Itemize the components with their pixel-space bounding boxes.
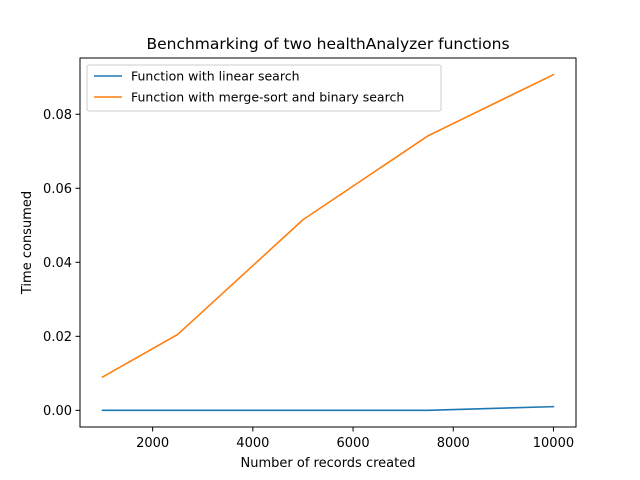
series-line-2 <box>101 73 555 379</box>
y-tick-label: 0.06 <box>43 182 72 197</box>
y-tick-label: 0.02 <box>43 330 72 345</box>
x-tick-label: 8000 <box>437 436 470 451</box>
y-axis: 0.00 0.02 0.04 0.06 0.08 <box>43 108 80 419</box>
x-axis: 2000 4000 6000 8000 10000 <box>136 427 574 451</box>
axes-frame <box>79 57 577 428</box>
chart-title: Benchmarking of two healthAnalyzer funct… <box>146 35 509 53</box>
x-tick-label: 2000 <box>136 436 169 451</box>
plot-area <box>101 73 555 412</box>
series-line-1 <box>101 405 555 412</box>
legend: Function with linear search Function with… <box>86 64 442 112</box>
legend-box <box>86 64 442 112</box>
x-axis-label: Number of records created <box>241 456 416 471</box>
y-axis-label: Time consumed <box>20 191 35 295</box>
legend-label-2: Function with merge-sort and binary sear… <box>131 90 404 105</box>
legend-label-1: Function with linear search <box>131 69 300 84</box>
x-tick-label: 4000 <box>236 436 269 451</box>
y-tick-label: 0.08 <box>43 108 72 123</box>
x-tick-label: 6000 <box>337 436 370 451</box>
x-tick-label: 10000 <box>533 436 574 451</box>
y-tick-label: 0.04 <box>43 256 72 271</box>
y-tick-label: 0.00 <box>43 404 72 419</box>
